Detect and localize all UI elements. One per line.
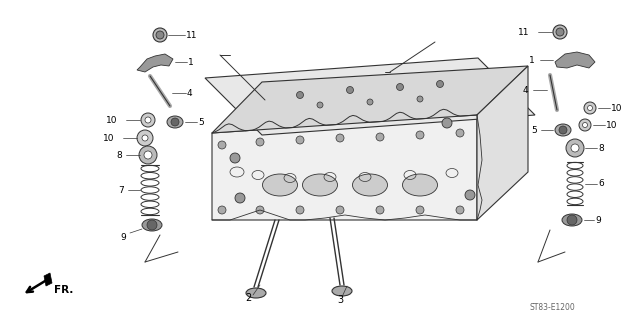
Circle shape bbox=[442, 118, 452, 128]
Text: 11: 11 bbox=[186, 30, 197, 39]
Ellipse shape bbox=[352, 174, 387, 196]
Circle shape bbox=[587, 106, 592, 110]
Circle shape bbox=[584, 102, 596, 114]
Text: 9: 9 bbox=[120, 233, 125, 242]
Circle shape bbox=[336, 206, 344, 214]
Text: 3: 3 bbox=[337, 295, 343, 305]
Circle shape bbox=[235, 193, 245, 203]
Text: 2: 2 bbox=[245, 293, 251, 303]
Circle shape bbox=[317, 102, 323, 108]
Circle shape bbox=[559, 126, 567, 134]
Circle shape bbox=[376, 206, 384, 214]
Text: 5: 5 bbox=[198, 117, 204, 126]
Circle shape bbox=[465, 190, 475, 200]
Circle shape bbox=[416, 131, 424, 139]
Text: 9: 9 bbox=[595, 215, 601, 225]
Circle shape bbox=[296, 92, 303, 99]
Circle shape bbox=[456, 206, 464, 214]
Text: 10: 10 bbox=[103, 133, 115, 142]
Circle shape bbox=[142, 135, 148, 141]
Circle shape bbox=[147, 220, 157, 230]
Ellipse shape bbox=[167, 116, 183, 128]
Circle shape bbox=[230, 153, 240, 163]
Circle shape bbox=[296, 136, 304, 144]
Text: 10: 10 bbox=[606, 121, 617, 130]
Circle shape bbox=[137, 130, 153, 146]
Circle shape bbox=[256, 206, 264, 214]
Circle shape bbox=[218, 141, 226, 149]
Circle shape bbox=[579, 119, 591, 131]
Circle shape bbox=[336, 134, 344, 142]
Ellipse shape bbox=[555, 124, 571, 136]
Text: 7: 7 bbox=[118, 186, 124, 195]
Circle shape bbox=[296, 206, 304, 214]
Circle shape bbox=[396, 84, 403, 91]
Circle shape bbox=[556, 28, 564, 36]
Circle shape bbox=[156, 31, 164, 39]
Text: 4: 4 bbox=[523, 85, 529, 94]
Circle shape bbox=[139, 146, 157, 164]
Circle shape bbox=[436, 81, 443, 87]
Circle shape bbox=[416, 206, 424, 214]
Polygon shape bbox=[555, 52, 595, 68]
Ellipse shape bbox=[403, 174, 438, 196]
Text: 10: 10 bbox=[611, 103, 622, 113]
Circle shape bbox=[571, 144, 579, 152]
Circle shape bbox=[567, 215, 577, 225]
Circle shape bbox=[582, 123, 587, 127]
Circle shape bbox=[553, 25, 567, 39]
Circle shape bbox=[376, 133, 384, 141]
Circle shape bbox=[141, 113, 155, 127]
Text: FR.: FR. bbox=[54, 285, 73, 295]
Circle shape bbox=[144, 151, 152, 159]
Text: 6: 6 bbox=[598, 179, 604, 188]
Circle shape bbox=[347, 86, 354, 93]
Circle shape bbox=[367, 99, 373, 105]
Circle shape bbox=[218, 206, 226, 214]
Polygon shape bbox=[205, 58, 535, 135]
Text: 10: 10 bbox=[106, 116, 117, 124]
Text: 1: 1 bbox=[529, 55, 534, 65]
Circle shape bbox=[153, 28, 167, 42]
Text: 11: 11 bbox=[518, 28, 529, 36]
Circle shape bbox=[256, 138, 264, 146]
Polygon shape bbox=[137, 54, 173, 72]
Circle shape bbox=[171, 118, 179, 126]
Text: 4: 4 bbox=[187, 89, 192, 98]
Ellipse shape bbox=[562, 214, 582, 226]
Polygon shape bbox=[477, 66, 528, 220]
Ellipse shape bbox=[303, 174, 338, 196]
Text: 8: 8 bbox=[116, 150, 122, 159]
Text: 8: 8 bbox=[598, 143, 604, 153]
Ellipse shape bbox=[332, 286, 352, 296]
Polygon shape bbox=[212, 66, 528, 133]
Ellipse shape bbox=[142, 219, 162, 231]
Text: 5: 5 bbox=[531, 125, 537, 134]
Polygon shape bbox=[44, 273, 52, 286]
Ellipse shape bbox=[262, 174, 297, 196]
Circle shape bbox=[566, 139, 584, 157]
Text: ST83-E1200: ST83-E1200 bbox=[530, 303, 576, 313]
Ellipse shape bbox=[246, 288, 266, 298]
Polygon shape bbox=[212, 115, 477, 220]
Text: 1: 1 bbox=[188, 58, 194, 67]
Circle shape bbox=[417, 96, 423, 102]
Circle shape bbox=[456, 129, 464, 137]
Circle shape bbox=[145, 117, 151, 123]
